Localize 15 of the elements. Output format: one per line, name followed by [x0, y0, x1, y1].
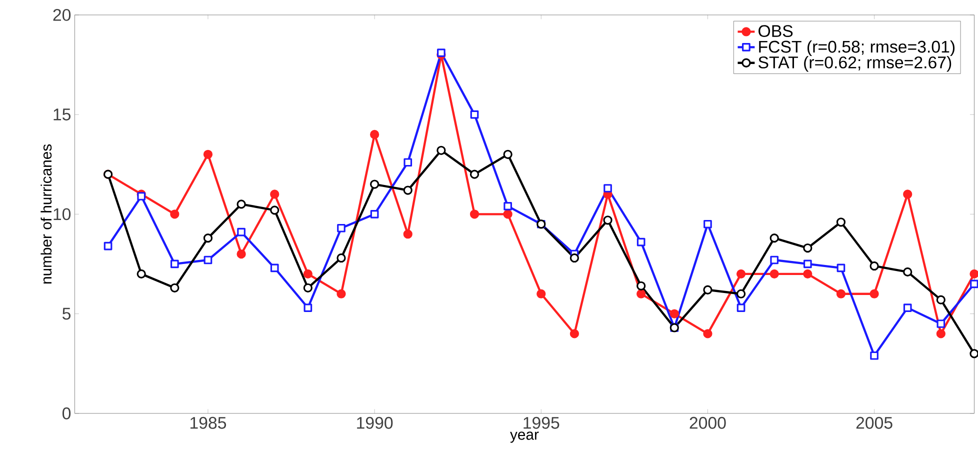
x-tick-label: 1990 — [357, 416, 393, 429]
y-axis-title: number of hurricanes — [40, 144, 52, 284]
y-tick-label: 5 — [62, 308, 70, 320]
x-tick-label: 2005 — [856, 416, 892, 429]
y-tick-label: 10 — [54, 208, 71, 220]
y-tick-label: 0 — [62, 407, 71, 420]
legend-label: OBS — [758, 24, 793, 37]
legend-label: FCST (r=0.58; rmse=3.01) — [759, 40, 955, 56]
x-axis-title: year — [510, 432, 539, 443]
x-tick-label: 1985 — [190, 416, 226, 429]
y-tick-label: 20 — [53, 8, 71, 21]
legend-label: STAT (r=0.62; rmse=2.67) — [758, 56, 952, 72]
y-tick-label: 15 — [54, 108, 70, 120]
x-tick-label: 1995 — [524, 416, 560, 429]
x-tick-label: 2000 — [690, 416, 726, 429]
